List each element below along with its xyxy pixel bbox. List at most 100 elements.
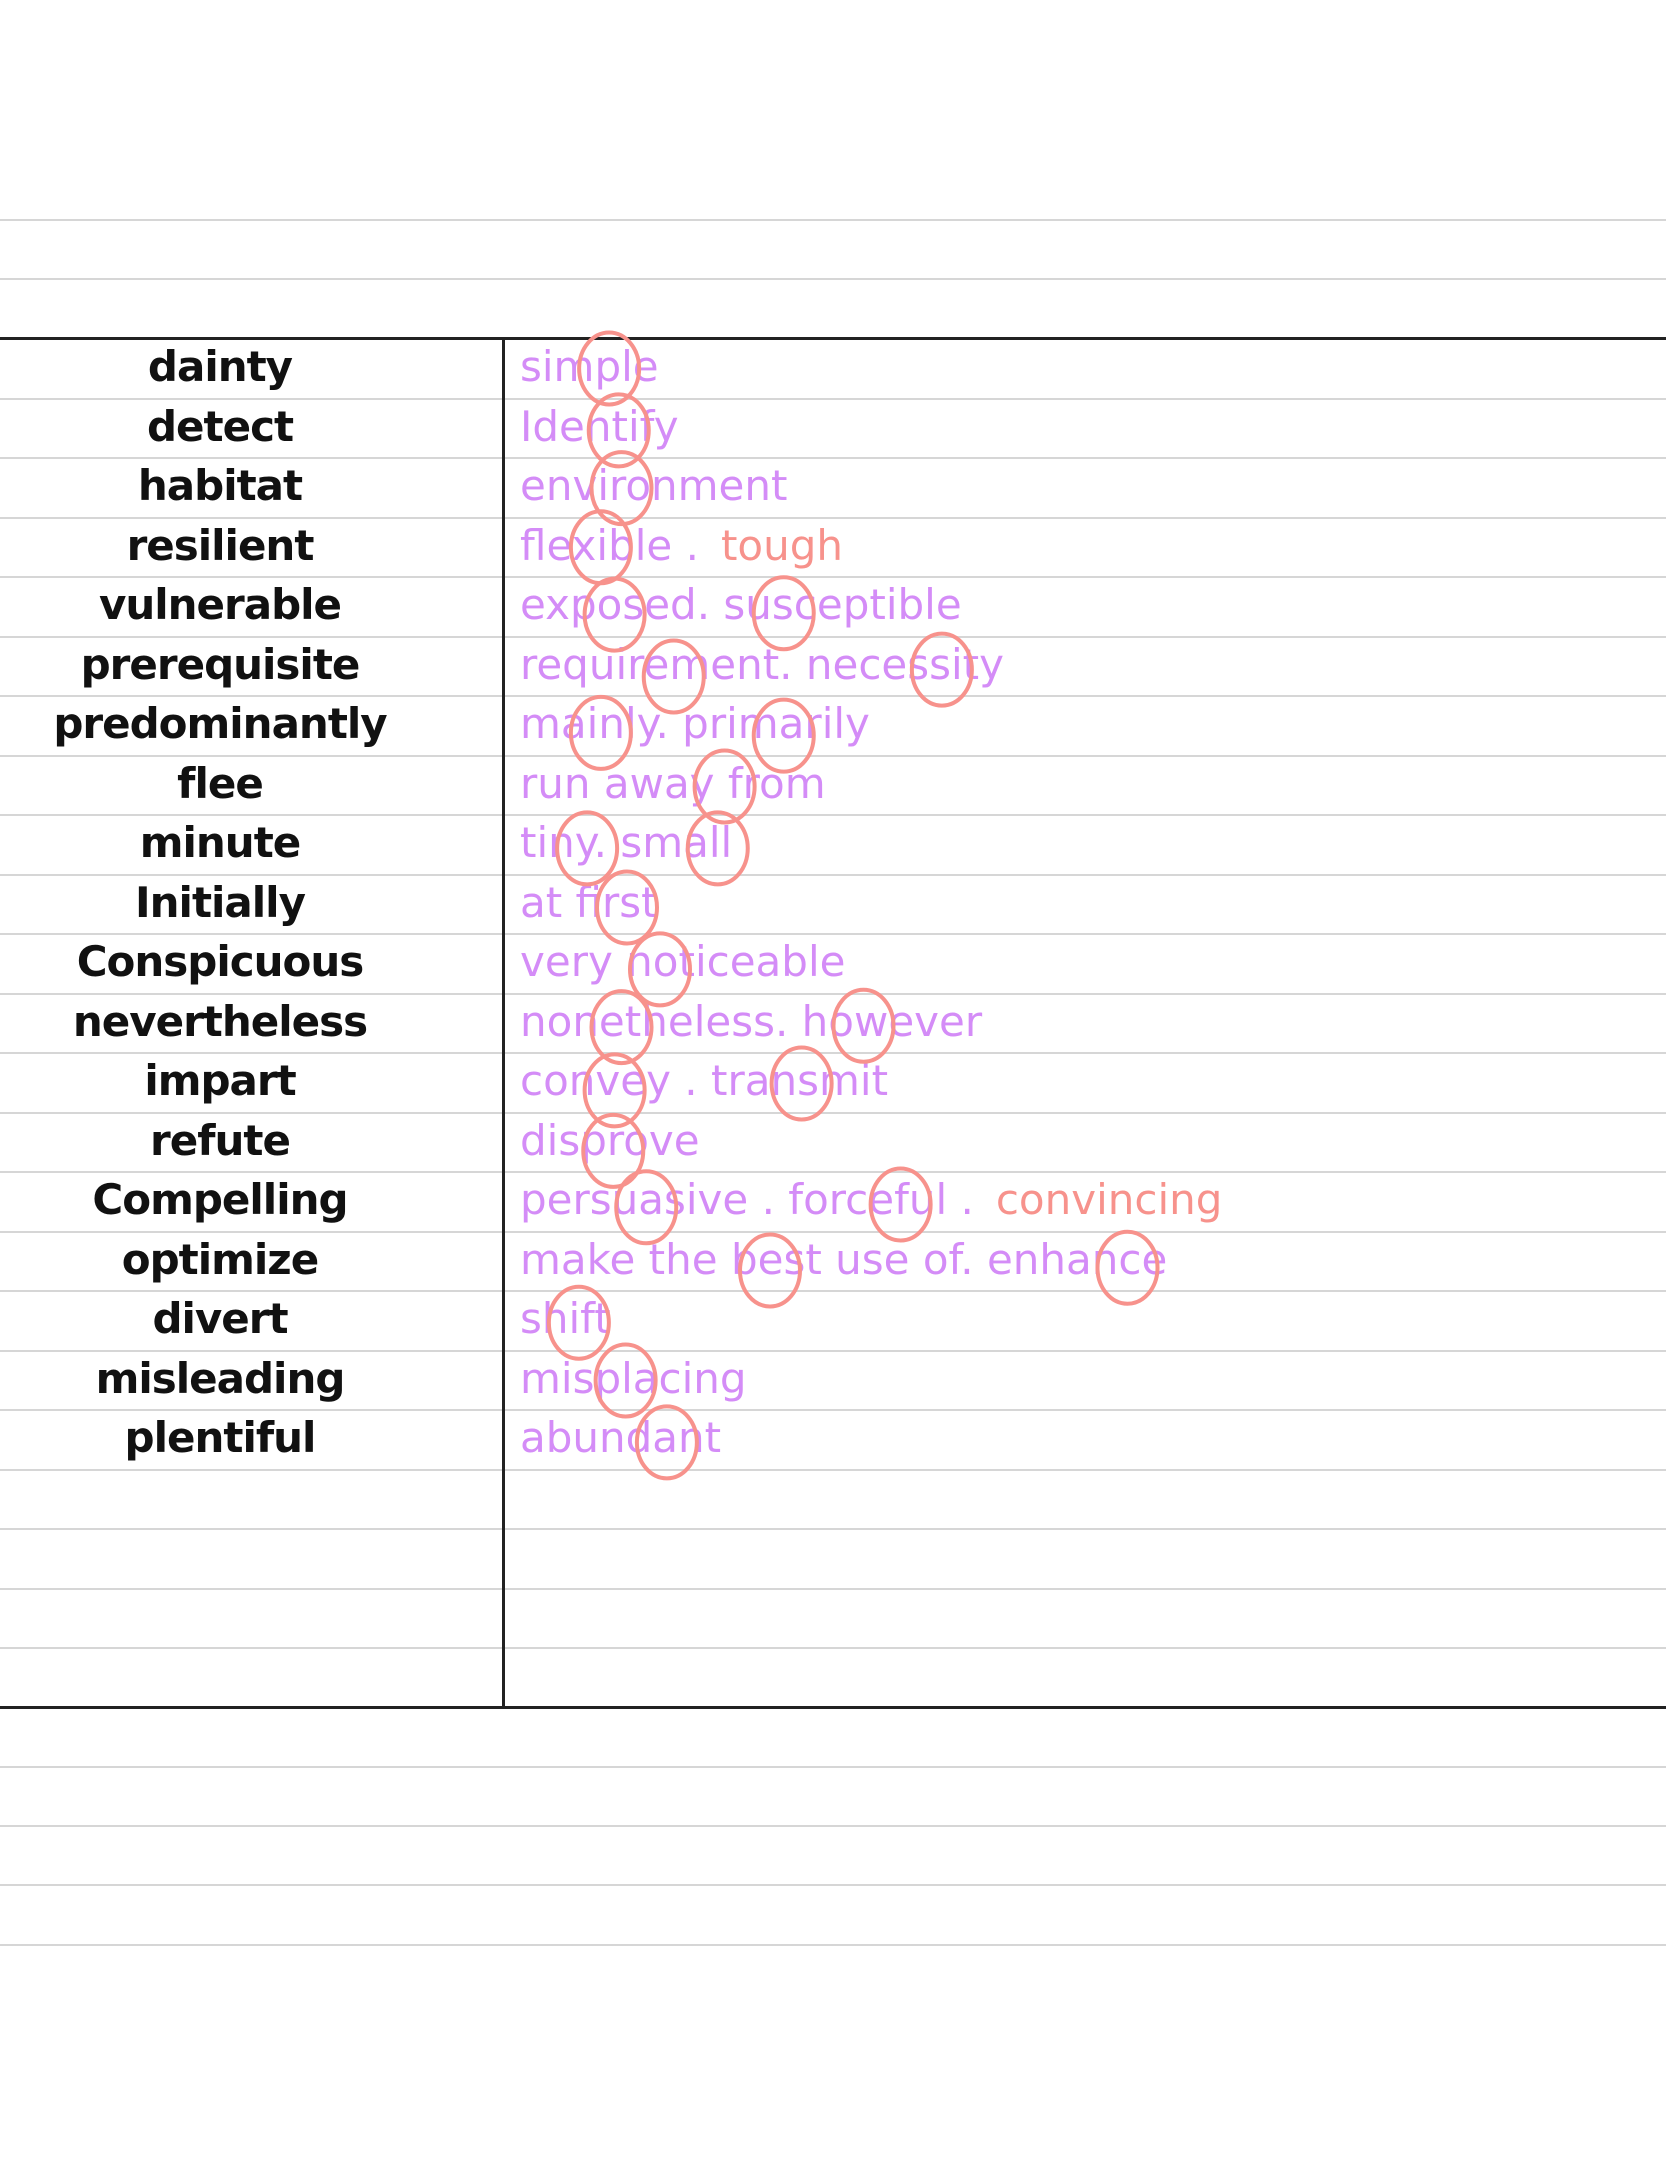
vocab-definition: misplacing <box>520 1354 751 1403</box>
notebook-line <box>0 219 1666 221</box>
vocab-term: impart <box>144 1056 296 1105</box>
vocab-row: optimize make the best use of. enhance <box>0 1231 1668 1291</box>
vocab-row: detect Identify <box>0 398 1668 458</box>
vocab-definition: flexible . tough <box>520 521 847 570</box>
definition-text: requirement. necessity <box>520 639 1005 689</box>
definition-text: tiny. small <box>520 818 733 867</box>
vocab-row: prerequisite requirement. necessity <box>0 636 1668 696</box>
vocab-term: resilient <box>126 520 315 570</box>
vocab-term: nevertheless <box>72 996 368 1046</box>
notebook-line <box>0 397 1666 400</box>
vocab-term: detect <box>146 401 294 451</box>
notebook-line <box>0 1349 1666 1352</box>
vocab-term: misleading <box>95 1353 346 1403</box>
vocab-row: flee run away from <box>0 755 1668 815</box>
vocab-term: Compelling <box>92 1175 348 1224</box>
vocab-row: predominantly mainly. primarily <box>0 695 1668 755</box>
vocab-row: nevertheless nonetheless. however <box>0 993 1668 1053</box>
vocab-row: habitat environment <box>0 457 1668 517</box>
vocab-term: vulnerable <box>98 580 342 629</box>
definition-text: shift <box>520 1294 611 1343</box>
notebook-line <box>0 278 1666 280</box>
vocab-row: Conspicuous very noticeable <box>0 933 1668 993</box>
notebook-line <box>0 1230 1666 1233</box>
column-divider <box>502 338 505 1708</box>
definition-text: mainly. primarily <box>520 699 870 748</box>
vocab-definition: Identify <box>520 402 683 451</box>
vocab-definition: abundant <box>520 1413 725 1462</box>
vocab-row: misleading misplacing <box>0 1350 1668 1410</box>
vocab-definition: shift <box>520 1294 615 1343</box>
vocab-definition: mainly. primarily <box>520 699 874 748</box>
vocab-term: Initially <box>135 877 306 927</box>
notebook-line <box>0 1944 1666 1946</box>
notebook-line <box>0 1766 1666 1768</box>
table-bottom-border <box>0 1706 1666 1709</box>
vocab-term: habitat <box>137 461 303 510</box>
definition-text: disprove <box>520 1115 700 1165</box>
definition-text: flexible . <box>520 520 699 570</box>
definition-text: make the best use of. enhance <box>520 1234 1168 1284</box>
notebook-line <box>0 695 1666 697</box>
vocab-row: refute disprove <box>0 1112 1668 1172</box>
notebook-line <box>0 1825 1666 1827</box>
vocab-row: Initially at first <box>0 874 1668 934</box>
vocab-definition: convey . transmit <box>520 1056 892 1105</box>
vocab-definition: disprove <box>520 1116 704 1165</box>
vocab-row: vulnerable exposed. susceptible <box>0 576 1668 636</box>
vocab-definition: make the best use of. enhance <box>520 1235 1171 1284</box>
notebook-line <box>0 1468 1666 1471</box>
notebook-line <box>0 457 1666 459</box>
definition-text: misplacing <box>520 1353 747 1403</box>
vocab-term: plentiful <box>124 1413 317 1462</box>
definition-text: at first <box>520 877 658 927</box>
notebook-line <box>0 635 1666 638</box>
vocab-term: divert <box>152 1294 288 1343</box>
notebook-line <box>0 873 1666 876</box>
vocab-term: minute <box>139 818 302 867</box>
vocab-definition: exposed. susceptible <box>520 580 966 629</box>
definition-text: exposed. susceptible <box>520 580 962 629</box>
vocab-term: optimize <box>121 1234 319 1284</box>
notebook-line <box>0 1884 1666 1886</box>
vocab-row: plentiful abundant <box>0 1409 1668 1469</box>
notebook-line <box>0 1528 1666 1530</box>
vocab-term: prerequisite <box>80 639 361 689</box>
definition-text: abundant <box>520 1413 722 1462</box>
notebook-line <box>0 754 1666 757</box>
vocab-row: resilient flexible . tough <box>0 517 1668 577</box>
vocab-term: predominantly <box>53 699 387 748</box>
definition-text: nonetheless. however <box>520 996 983 1046</box>
vocab-definition: requirement. necessity <box>520 640 1008 689</box>
notebook-line <box>0 1171 1666 1173</box>
vocab-row: impart convey . transmit <box>0 1052 1668 1112</box>
notebook-line <box>0 933 1666 935</box>
definition-text: run away from <box>520 758 826 808</box>
vocab-definition: run away from <box>520 759 830 808</box>
vocab-row: Compelling persuasive . forceful . convinc… <box>0 1171 1668 1231</box>
definition-text: persuasive . forceful . <box>520 1175 974 1224</box>
vocab-term: refute <box>150 1115 291 1165</box>
definition-text: environment <box>520 461 788 510</box>
notebook-line <box>0 576 1666 578</box>
definition-text: simple <box>520 342 659 391</box>
vocab-term: Conspicuous <box>76 937 365 986</box>
vocab-row: minute tiny. small <box>0 814 1668 874</box>
notebook-line <box>0 1409 1666 1411</box>
notebook-line <box>0 516 1666 519</box>
vocab-definition: persuasive . forceful . convincing <box>520 1175 1226 1224</box>
vocab-term: dainty <box>147 342 293 391</box>
annotation-text: convincing <box>995 1175 1223 1224</box>
vocab-definition: nonetheless. however <box>520 997 986 1046</box>
vocab-definition: simple <box>520 342 663 391</box>
definition-text: Identify <box>520 401 679 451</box>
notebook-line <box>0 1587 1666 1590</box>
vocab-row: divert shift <box>0 1290 1668 1350</box>
vocab-row: dainty simple <box>0 338 1668 398</box>
definition-text: very noticeable <box>520 937 846 986</box>
notebook-line <box>0 1647 1666 1649</box>
vocab-definition: very noticeable <box>520 937 849 986</box>
vocab-definition: at first <box>520 878 662 927</box>
definition-text: convey . transmit <box>520 1056 889 1105</box>
vocab-definition: tiny. small <box>520 818 736 867</box>
